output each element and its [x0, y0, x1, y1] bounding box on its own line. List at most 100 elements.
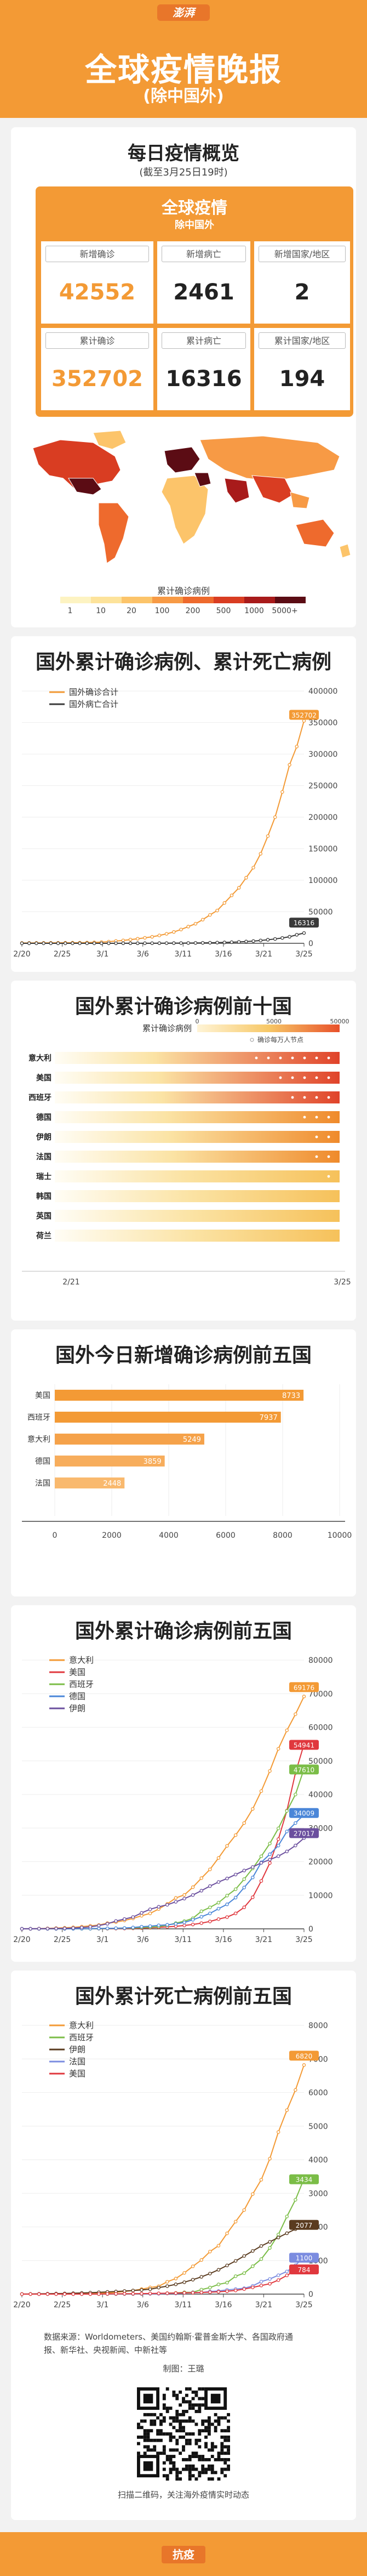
qr-module — [182, 2429, 185, 2433]
data-point — [186, 925, 190, 929]
data-point — [131, 1926, 135, 1929]
country-label: 法国 — [36, 1152, 51, 1162]
qr-module — [204, 2471, 208, 2475]
qr-module — [191, 2407, 195, 2410]
data-point — [100, 941, 104, 946]
chart2-section: 国外累计确诊病例前十国 累计确诊病例 0 5000 50000 确诊每万人节点 意大利 美国… — [11, 981, 356, 1321]
stat-value: 42552 — [59, 280, 136, 305]
legend-label: 国外确诊合计 — [69, 687, 118, 697]
qr-module — [175, 2393, 179, 2397]
qr-module — [191, 2474, 195, 2478]
data-point — [285, 1830, 289, 1833]
qr-module — [214, 2413, 217, 2416]
qr-module — [172, 2390, 176, 2394]
qr-module — [150, 2413, 153, 2416]
y-tick-label: 100000 — [308, 876, 337, 885]
end-label-bg — [289, 2051, 319, 2061]
series-line — [22, 2267, 305, 2295]
legend-gradient — [197, 1024, 340, 1032]
qr-module — [165, 2432, 169, 2436]
data-point — [164, 941, 169, 945]
legend-label: 200 — [185, 607, 200, 615]
qr-module — [146, 2438, 150, 2442]
qr-module — [194, 2477, 198, 2481]
data-point — [71, 2292, 75, 2296]
series-line — [22, 1744, 305, 1929]
data-point — [54, 2292, 58, 2296]
qr-module — [162, 2452, 166, 2455]
qr-module — [194, 2438, 198, 2442]
data-point — [150, 941, 154, 946]
end-label-bg — [289, 2252, 319, 2263]
stat-label: 新增确诊 — [79, 249, 115, 259]
chart3-section: 国外今日新增确诊病例前五国 0 2000 4000 6000 8000 10000 美国 87… — [11, 1329, 356, 1596]
data-point — [216, 1880, 221, 1884]
qr-module — [191, 2455, 195, 2458]
page-title: 全球疫情晚报 — [84, 51, 282, 88]
qr-module — [188, 2477, 192, 2481]
qr-module — [146, 2445, 150, 2449]
bar — [55, 1456, 165, 1467]
qr-module — [210, 2471, 214, 2475]
data-point — [230, 893, 234, 897]
legend-dot — [250, 1038, 254, 1042]
qr-module — [156, 2429, 160, 2433]
qr-module — [153, 2419, 157, 2423]
data-point — [105, 1926, 110, 1930]
qr-module — [172, 2435, 176, 2439]
data-point — [148, 2291, 152, 2296]
legend-swatch — [214, 597, 244, 603]
qr-module — [182, 2458, 185, 2461]
data-point — [225, 1876, 229, 1881]
qr-module — [153, 2413, 157, 2416]
qr-module — [143, 2452, 147, 2455]
data-point — [20, 1927, 24, 1931]
qr-module — [194, 2403, 198, 2407]
data-point — [157, 2291, 160, 2295]
qr-module — [188, 2432, 192, 2436]
qr-module — [143, 2445, 147, 2449]
data-point — [79, 1926, 84, 1929]
data-point — [200, 941, 205, 945]
qr-module — [188, 2403, 192, 2407]
qr-module — [214, 2458, 217, 2461]
data-point — [128, 937, 133, 942]
qr-module — [165, 2458, 169, 2461]
data-point — [259, 1789, 263, 1793]
qr-module — [153, 2448, 157, 2452]
data-point — [191, 2264, 195, 2268]
chart5-section: 国外累计死亡病例前五国 0100020003000400050006000700… — [11, 1971, 356, 2520]
data-point — [225, 2289, 229, 2294]
data-point — [242, 1905, 246, 1910]
qr-module — [185, 2387, 188, 2391]
qr-module — [198, 2438, 202, 2442]
qr-module — [201, 2471, 205, 2475]
y-tick-label: 20000 — [308, 1858, 333, 1867]
stat-value: 16316 — [165, 366, 242, 392]
data-point — [294, 1843, 297, 1848]
chart4-svg: 0100002000030000400005000060000700008000… — [13, 1655, 333, 1944]
data-point — [148, 1911, 152, 1916]
end-label: 784 — [298, 2266, 311, 2274]
stat-label: 累计国家/地区 — [274, 336, 330, 346]
data-point — [268, 1861, 272, 1865]
legend-label: 20 — [127, 607, 136, 615]
category-label: 意大利 — [27, 1435, 50, 1444]
data-point — [285, 2215, 289, 2218]
data-point — [294, 1821, 297, 1825]
data-point — [182, 2280, 186, 2284]
qr-module — [137, 2452, 140, 2455]
x-tick-label: 8000 — [273, 1531, 293, 1540]
qr-module — [223, 2435, 227, 2439]
qr-module — [204, 2429, 208, 2433]
qr-module — [217, 2458, 221, 2461]
qr-module — [172, 2461, 176, 2465]
legend-label: 10 — [96, 607, 106, 615]
heat-dot — [327, 1076, 330, 1079]
stat-value: 2461 — [173, 280, 234, 305]
stats-card-title: 全球疫情 — [162, 199, 227, 218]
data-point — [208, 1884, 212, 1888]
data-point — [199, 1915, 203, 1919]
qr-module — [162, 2461, 166, 2465]
end-label: 34009 — [294, 1810, 314, 1818]
